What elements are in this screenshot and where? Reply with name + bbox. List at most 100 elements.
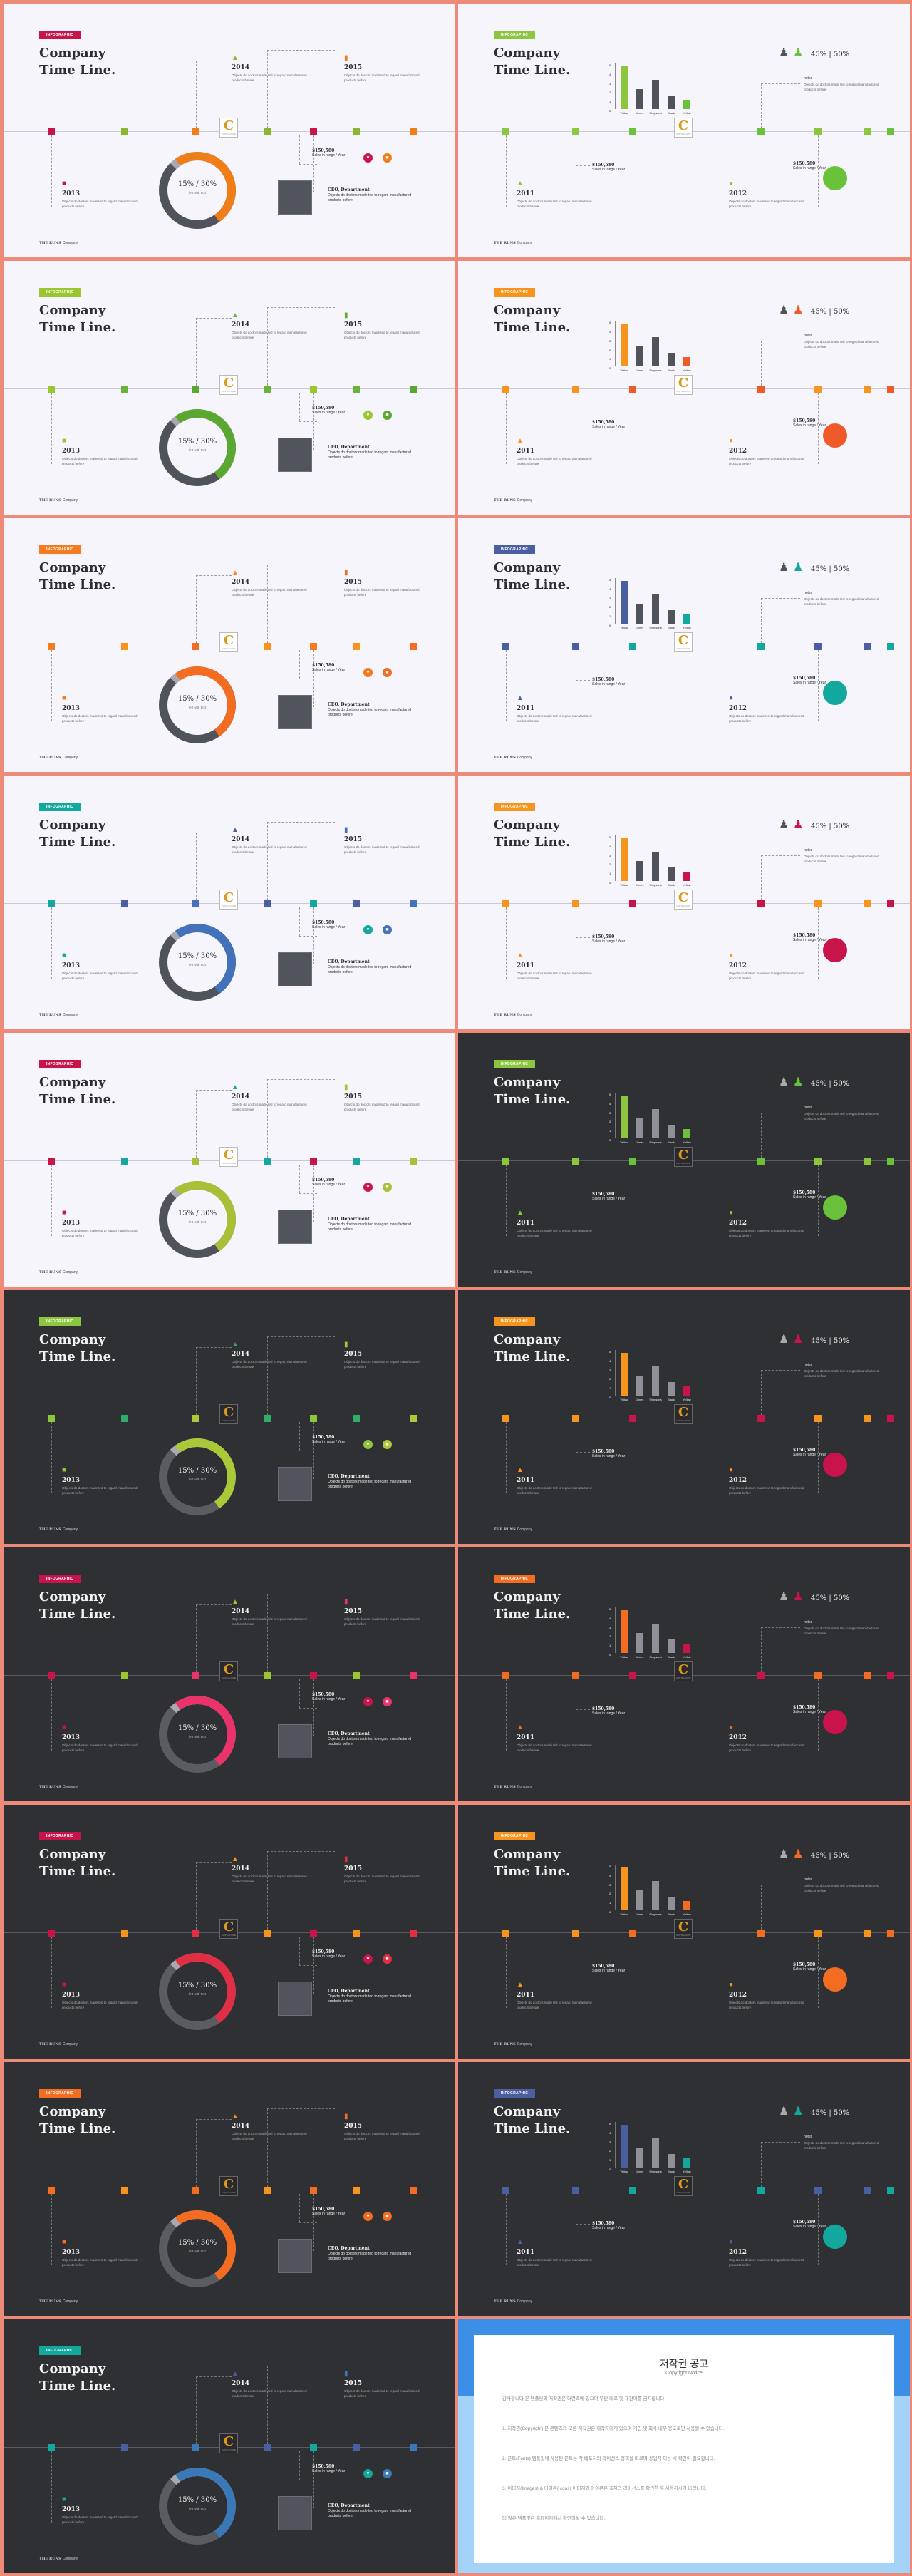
heart-icon[interactable]: ♥ (363, 153, 373, 163)
note: notes (804, 1877, 813, 1882)
slide-11[interactable]: INFOGRAPHIC Company Time Line. THE RUNS Comp… (4, 1290, 455, 1544)
logo: C CANTALOUPE (219, 890, 238, 910)
heart-icon[interactable]: ♥ (363, 2212, 373, 2221)
heart-icon[interactable]: ♥ (363, 925, 373, 934)
tick-label: 5 (609, 1607, 611, 1611)
heart-icon[interactable]: ♥ (363, 1954, 373, 1964)
chat-icon[interactable]: ■ (383, 925, 392, 934)
slide-17[interactable]: INFOGRAPHIC Company Time Line. THE RUNS Comp… (4, 2062, 455, 2316)
stat-block: $150,580 Sales in range / Year (312, 920, 346, 930)
slide-16[interactable]: INFOGRAPHIC Company Time Line. THE RUNS Comp… (458, 1805, 910, 2059)
stat-block: $150,580 Sales in range / Year (793, 933, 826, 943)
connector (761, 83, 762, 128)
slide-12[interactable]: INFOGRAPHIC Company Time Line. THE RUNS Comp… (458, 1290, 910, 1544)
slide-2[interactable]: INFOGRAPHIC Company Time Line. THE RUNS Comp… (458, 4, 910, 257)
tick-label: 4 (609, 587, 611, 591)
infographic-badge: INFOGRAPHIC (494, 803, 535, 811)
connector (51, 2451, 52, 2523)
chart-axis (615, 1093, 616, 1138)
note: notes (804, 1363, 813, 1367)
slide-19[interactable]: INFOGRAPHIC Company Time Line. THE RUNS Comp… (4, 2319, 455, 2573)
year-label: 2013 (62, 2506, 81, 2513)
timeline-node (887, 1158, 894, 1165)
chat-icon[interactable]: ■ (383, 668, 392, 677)
heart-icon[interactable]: ♥ (363, 2469, 373, 2478)
slide-footer: THE RUNS Company (494, 1013, 533, 1017)
slide-18[interactable]: INFOGRAPHIC Company Time Line. THE RUNS Comp… (458, 2062, 910, 2316)
chart-axis (615, 63, 616, 109)
slide-7[interactable]: INFOGRAPHIC Company Time Line. THE RUNS Comp… (4, 776, 455, 1029)
slide-10[interactable]: INFOGRAPHIC Company Time Line. THE RUNS Comp… (458, 1033, 910, 1287)
chat-icon[interactable]: ■ (383, 411, 392, 420)
timeline-node (192, 386, 200, 393)
connector (267, 1851, 268, 1930)
slide-14[interactable]: INFOGRAPHIC Company Time Line. THE RUNS Comp… (458, 1547, 910, 1801)
infographic-badge: INFOGRAPHIC (39, 31, 81, 39)
timeline-node (502, 900, 509, 907)
slide-15[interactable]: INFOGRAPHIC Company Time Line. THE RUNS Comp… (4, 1805, 455, 2059)
tick-label: 3 (609, 1882, 611, 1887)
slide-4[interactable]: INFOGRAPHIC Company Time Line. THE RUNS Comp… (458, 261, 910, 515)
hat-icon: ▲ (232, 826, 239, 834)
connector (761, 2142, 762, 2187)
year-label: 2015 (344, 1865, 363, 1872)
bar-black (668, 95, 675, 109)
connector (267, 822, 268, 900)
timeline-node (310, 1415, 317, 1422)
slide-13[interactable]: INFOGRAPHIC Company Time Line. THE RUNS Comp… (4, 1547, 455, 1801)
infographic-badge: INFOGRAPHIC (494, 1832, 535, 1840)
heart-icon[interactable]: ♥ (363, 1440, 373, 1449)
connector (267, 307, 335, 308)
tick-label: 2 (609, 1634, 611, 1639)
bar-label: Yellow (683, 1912, 691, 1916)
briefcase-icon: ▮ (344, 2113, 348, 2121)
chat-icon[interactable]: ■ (383, 2212, 392, 2221)
slide-5[interactable]: INFOGRAPHIC Company Time Line. THE RUNS Comp… (4, 518, 455, 772)
heart-icon[interactable]: ♥ (363, 1183, 373, 1192)
timeline-node (887, 386, 894, 393)
folder-icon: ■ (62, 1466, 67, 1474)
heart-icon[interactable]: ♥ (363, 1697, 373, 1706)
slide-6[interactable]: INFOGRAPHIC Company Time Line. THE RUNS Comp… (458, 518, 910, 772)
slide-footer: THE RUNS Company (39, 756, 78, 760)
timeline-node (410, 1415, 417, 1422)
description: Objects do doctors made ted to regard ma… (729, 2001, 804, 2009)
bar-label: Jones (636, 111, 644, 115)
heart-icon[interactable]: ♥ (363, 668, 373, 677)
tick-label: 0 (609, 1138, 611, 1142)
chat-icon[interactable]: ■ (383, 1954, 392, 1964)
slide-8[interactable]: INFOGRAPHIC Company Time Line. THE RUNS Comp… (458, 776, 910, 1029)
slide-20[interactable]: 저작권 공고 Copyright Notice 감사합니다 본 템플릿의 저작권은 … (458, 2319, 910, 2573)
gender-percent: 45% | 50% (811, 2109, 850, 2117)
bar-label: Simpsons (649, 626, 662, 629)
slide-9[interactable]: INFOGRAPHIC Company Time Line. THE RUNS Comp… (4, 1033, 455, 1287)
timeline-node (410, 2187, 417, 2194)
chat-icon[interactable]: ■ (383, 1697, 392, 1706)
chat-icon[interactable]: ■ (383, 1440, 392, 1449)
chat-icon[interactable]: ■ (383, 153, 392, 163)
heart-icon[interactable]: ♥ (363, 411, 373, 420)
rocket-icon: ▲ (517, 1466, 524, 1474)
slide-1[interactable]: INFOGRAPHIC Company Time Line. THE RUNS Comp… (4, 4, 455, 257)
logo: C CANTALOUPE (674, 1147, 693, 1167)
timeline-node (310, 1930, 317, 1937)
tick-label: 3 (609, 596, 611, 600)
chat-icon[interactable]: ■ (383, 1183, 392, 1192)
timeline-node (629, 643, 636, 650)
slide-3[interactable]: INFOGRAPHIC Company Time Line. THE RUNS Comp… (4, 261, 455, 515)
timeline-node (814, 2187, 822, 2194)
year-label: 2013 (62, 2249, 81, 2256)
accent-circle (823, 1967, 847, 1992)
connector (196, 2119, 197, 2187)
stat-block: $150,580 Sales in range / Year (312, 1949, 346, 1959)
infographic-badge: INFOGRAPHIC (494, 288, 535, 297)
image-placeholder (278, 438, 312, 472)
tick-label: 1 (609, 614, 611, 619)
male-icon: ♟ (779, 2106, 789, 2118)
tick-label: 0 (609, 109, 611, 113)
timeline-node (814, 1158, 822, 1165)
connector (299, 135, 300, 164)
chat-icon[interactable]: ■ (383, 2469, 392, 2478)
timeline-node (410, 2444, 417, 2451)
description: Objects do doctors made ted to regard ma… (62, 972, 138, 980)
